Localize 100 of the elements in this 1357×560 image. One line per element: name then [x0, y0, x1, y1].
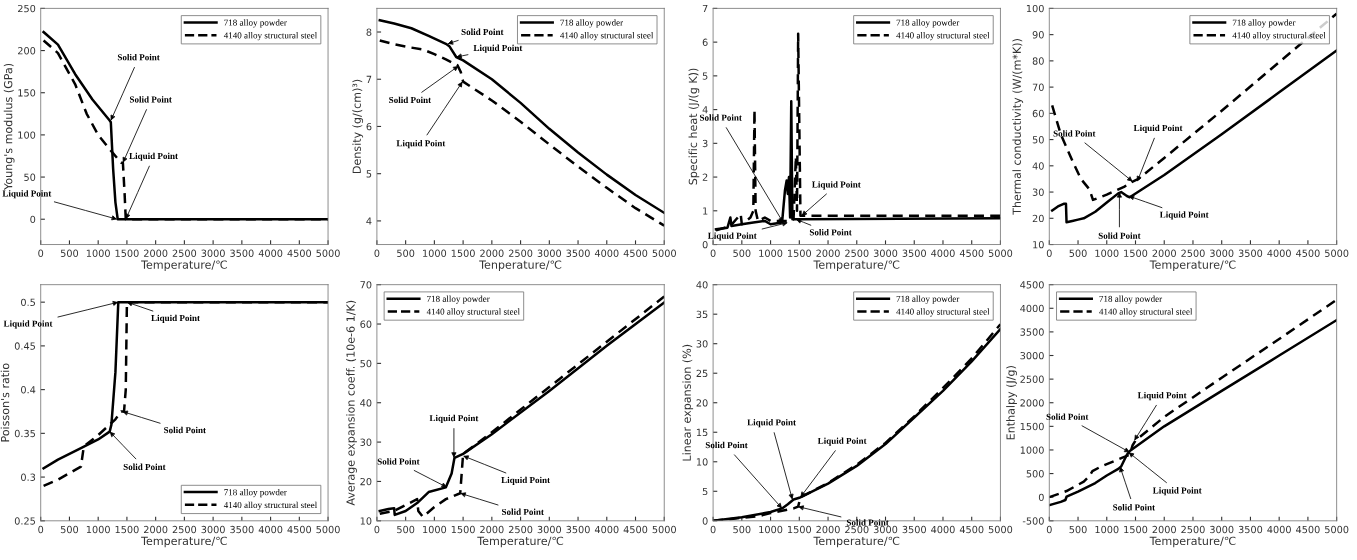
y-axis-title: Specific heat (J/(g K)) — [688, 68, 700, 185]
y-axis-title: Density (g/(cm)³) — [352, 79, 364, 174]
x-tick-label: 1000 — [1095, 249, 1119, 257]
x-tick-label: 3500 — [566, 525, 590, 534]
legend-label: 718 alloy powder — [1099, 295, 1163, 304]
x-tick-label: 500 — [397, 525, 415, 534]
x-axis-title: Temperature/℃ — [141, 260, 227, 271]
x-tick-label: 1500 — [1124, 249, 1148, 257]
x-tick-label: 4000 — [931, 525, 955, 534]
y-tick-label: 0 — [702, 241, 708, 249]
annotation: Liquid Point — [501, 476, 551, 485]
legend-label: 718 alloy powder — [224, 488, 287, 498]
x-tick-label: 2500 — [172, 525, 197, 534]
y-tick-label: 1000 — [1020, 446, 1044, 454]
x-tick-label: 2000 — [480, 525, 504, 534]
annotation: Liquid Point — [396, 140, 446, 149]
annotation: Solid Point — [117, 53, 160, 61]
x-tick-label: 0 — [38, 249, 44, 257]
x-tick-label: 1000 — [86, 249, 110, 257]
x-tick-label: 1500 — [451, 525, 475, 534]
x-tick-label: 500 — [733, 249, 751, 257]
y-tick-label: 60 — [360, 320, 372, 328]
y-axis-title: Young's modulus (GPa) — [3, 63, 15, 191]
y-tick-label: 2500 — [1020, 375, 1044, 383]
x-tick-label: 0 — [1046, 249, 1052, 257]
x-tick-label: 1500 — [788, 249, 812, 257]
legend-label: 4140 alloy structural steel — [426, 308, 520, 317]
y-axis-title: Linear expansion (%) — [682, 344, 694, 461]
x-tick-label: 2000 — [480, 249, 504, 257]
x-tick-label: 0 — [710, 525, 716, 534]
x-tick-label: 5000 — [652, 249, 676, 257]
legend-label: 4140 alloy structural steel — [560, 32, 654, 41]
y-tick-label: 1 — [703, 207, 708, 215]
annotation: Liquid Point — [429, 414, 479, 424]
y-tick-label: 100 — [18, 131, 36, 139]
y-tick-label: 30 — [360, 438, 372, 446]
x-tick-label: 3000 — [1210, 249, 1234, 257]
y-tick-label: 0.5 — [21, 298, 35, 306]
annotation: Solid Point — [502, 508, 544, 515]
x-tick-label: 3500 — [1238, 525, 1263, 534]
x-tick-label: 1500 — [115, 249, 139, 257]
x-tick-label: 4000 — [594, 525, 619, 534]
x-tick-label: 4500 — [287, 525, 312, 534]
y-tick-label: 40 — [696, 281, 708, 289]
x-tick-label: 5000 — [316, 249, 340, 257]
y-axis-title: Poisson's ratio — [0, 363, 10, 442]
x-tick-label: 4500 — [623, 525, 648, 534]
legend-label: 4140 alloy structural steel — [1099, 308, 1193, 317]
x-tick-label: 3000 — [873, 525, 898, 534]
x-tick-label: 3000 — [201, 525, 225, 534]
annotation: Liquid Point — [1152, 487, 1202, 496]
y-tick-label: 30 — [1032, 188, 1044, 196]
x-tick-label: 4500 — [959, 525, 984, 534]
x-tick-label: 4000 — [1267, 249, 1291, 257]
x-tick-label: 0 — [710, 249, 716, 257]
annotation: Liquid Point — [473, 44, 523, 53]
y-tick-label: 3 — [702, 139, 708, 148]
x-tick-label: 0 — [374, 249, 380, 257]
y-tick-label: 0.35 — [14, 429, 35, 438]
x-tick-label: 500 — [60, 525, 79, 534]
x-tick-label: 1500 — [115, 525, 139, 534]
x-tick-label: 3500 — [230, 249, 254, 257]
legend-label: 4140 alloy structural steel — [896, 308, 990, 317]
x-tick-label: 1000 — [759, 525, 783, 534]
y-tick-label: 35 — [696, 310, 708, 319]
line-series — [378, 39, 665, 227]
annotation: Solid Point — [1113, 504, 1156, 511]
annotation: Liquid Point — [3, 320, 53, 329]
y-tick-label: 70 — [360, 281, 372, 289]
annotation: Solid Point — [377, 458, 420, 465]
y-tick-label: -500 — [1022, 517, 1044, 525]
y-tick-label: 150 — [18, 89, 36, 97]
x-tick-label: 4000 — [258, 525, 283, 534]
x-tick-label: 3000 — [201, 249, 225, 257]
y-tick-label: 5 — [366, 170, 372, 178]
x-tick-label: 2500 — [172, 249, 197, 257]
x-tick-label: 0 — [1046, 525, 1052, 534]
annotation: Liquid Point — [1133, 124, 1183, 133]
annotation: Solid Point — [1098, 232, 1141, 239]
legend-label: 718 alloy powder — [560, 19, 624, 28]
legend-label: 4140 alloy structural steel — [223, 501, 318, 510]
x-tick-label: 500 — [733, 525, 751, 534]
x-tick-label: 1500 — [788, 525, 812, 534]
y-tick-label: 40 — [1032, 162, 1044, 170]
x-tick-label: 1500 — [451, 249, 475, 257]
y-tick-label: 6 — [702, 38, 708, 46]
x-tick-label: 4000 — [594, 249, 619, 257]
y-tick-label: 0 — [30, 215, 36, 224]
annotation: Solid Point — [164, 426, 206, 434]
x-tick-label: 4000 — [258, 249, 283, 257]
y-tick-label: 50 — [1032, 136, 1044, 144]
x-tick-label: 3500 — [902, 249, 926, 257]
annotation: Liquid Point — [1137, 391, 1187, 401]
x-tick-label: 1500 — [1124, 525, 1148, 534]
x-tick-label: 2500 — [508, 525, 533, 534]
y-tick-label: 7 — [702, 5, 708, 13]
annotation: Solid Point — [1046, 413, 1089, 420]
legend-label: 4140 alloy structural steel — [223, 32, 318, 41]
y-tick-label: 4500 — [1020, 281, 1044, 289]
x-axis-title: Temperature/℃ — [477, 536, 564, 548]
